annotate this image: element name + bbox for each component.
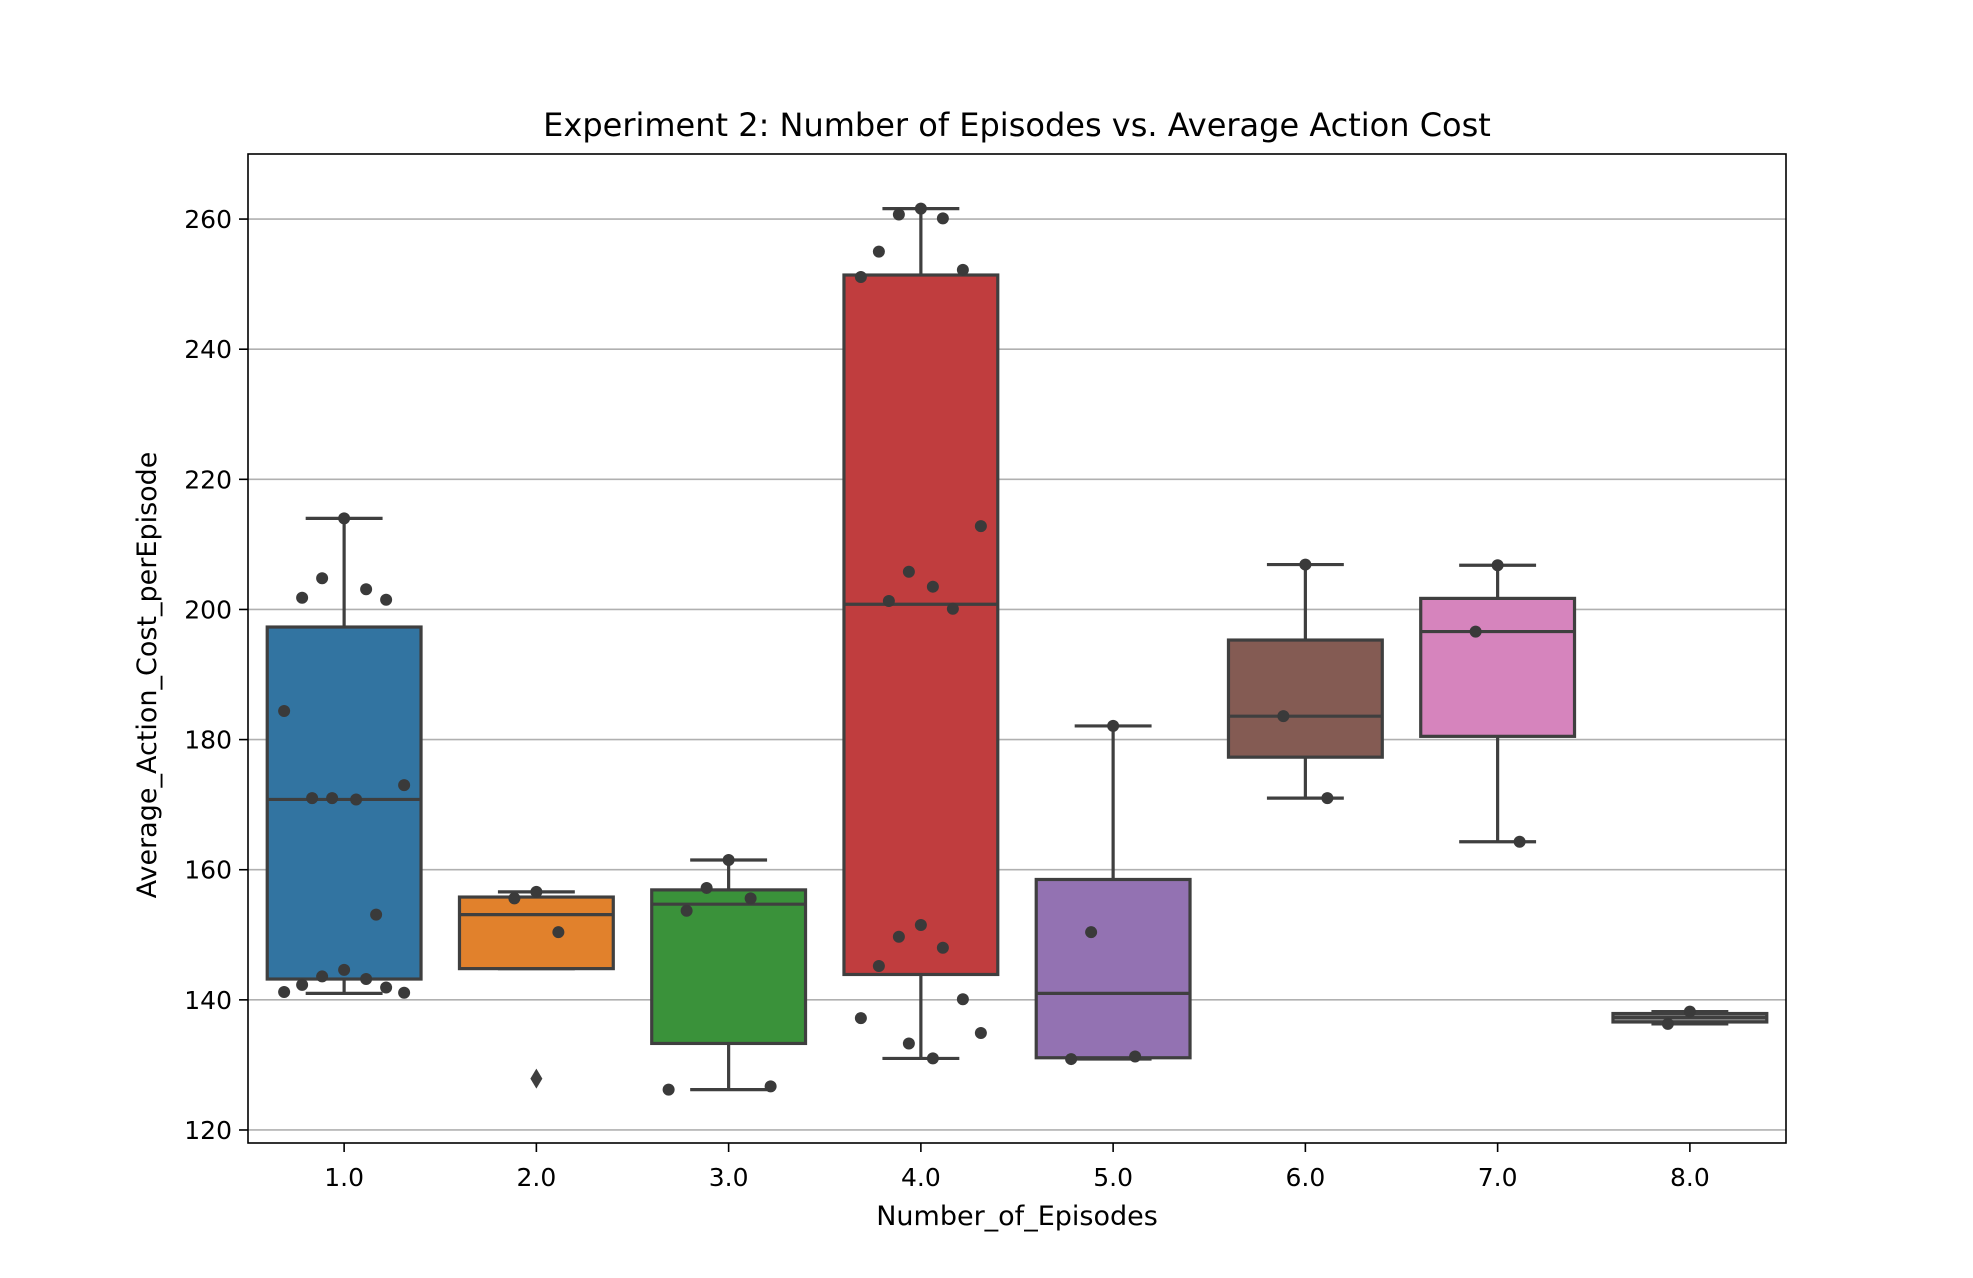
y-tick-label: 180 — [184, 726, 232, 755]
box-body — [457, 895, 615, 971]
data-point — [530, 885, 543, 898]
y-tick-label: 260 — [184, 205, 232, 234]
y-tick-label: 200 — [184, 595, 232, 624]
box-4.0 — [842, 207, 1000, 1061]
data-point — [1661, 1017, 1674, 1030]
data-point — [296, 591, 309, 604]
data-point — [926, 580, 939, 593]
x-tick-label: 8.0 — [1670, 1163, 1710, 1192]
data-point — [892, 930, 905, 943]
data-point — [370, 908, 383, 921]
data-point — [936, 212, 949, 225]
data-point — [722, 853, 735, 866]
data-point — [350, 793, 363, 806]
data-point — [1469, 625, 1482, 638]
data-point — [1085, 926, 1098, 939]
y-tick-label: 140 — [184, 986, 232, 1015]
y-tick-label: 160 — [184, 856, 232, 885]
data-point — [956, 263, 969, 276]
data-point — [316, 970, 329, 983]
data-point — [902, 1037, 915, 1050]
data-point — [1513, 835, 1526, 848]
data-point — [338, 512, 351, 525]
data-point — [956, 993, 969, 1006]
data-point — [872, 245, 885, 258]
chart-title: Experiment 2: Number of Episodes vs. Ave… — [543, 106, 1491, 144]
data-point — [914, 202, 927, 215]
y-tick-label: 120 — [184, 1116, 232, 1145]
data-point — [1321, 792, 1334, 805]
x-tick-label: 2.0 — [516, 1163, 556, 1192]
data-point — [1299, 558, 1312, 571]
data-point — [278, 986, 291, 999]
box-5.0 — [1034, 724, 1192, 1061]
box-1.0 — [265, 516, 423, 995]
data-point — [680, 904, 693, 917]
data-point — [306, 792, 319, 805]
data-point — [278, 704, 291, 717]
data-point — [1683, 1005, 1696, 1018]
box-body — [1419, 596, 1577, 738]
x-axis-label: Number_of_Episodes — [876, 1201, 1158, 1232]
box-body — [650, 888, 808, 1046]
y-tick-label: 240 — [184, 335, 232, 364]
data-point — [854, 1012, 867, 1025]
y-axis-label: Average_Action_Cost_perEpisode — [132, 452, 163, 899]
y-axis-ticks: 120 140 160 180 200 220 240 260 — [184, 205, 248, 1145]
data-point — [1277, 710, 1290, 723]
data-point — [360, 583, 373, 596]
data-point — [872, 960, 885, 973]
outlier-marker — [530, 1068, 543, 1089]
data-point — [380, 981, 393, 994]
box-body — [1034, 877, 1192, 1060]
data-point — [974, 520, 987, 533]
data-point — [1065, 1053, 1078, 1066]
data-point — [380, 593, 393, 606]
data-point — [744, 892, 757, 905]
box-plots — [265, 207, 1769, 1092]
box-body — [842, 273, 1000, 977]
x-axis-ticks: 1.0 2.0 3.0 4.0 5.0 6.0 7.0 8.0 — [324, 1143, 1710, 1192]
data-point — [914, 919, 927, 932]
data-point — [1129, 1050, 1142, 1063]
x-tick-label: 5.0 — [1093, 1163, 1133, 1192]
x-tick-label: 6.0 — [1285, 1163, 1325, 1192]
data-point — [508, 892, 521, 905]
data-point — [974, 1027, 987, 1040]
data-point — [398, 779, 411, 792]
data-point — [1491, 559, 1504, 572]
data-point — [902, 565, 915, 578]
data-point — [360, 973, 373, 986]
box-body — [265, 625, 423, 981]
box-2.0 — [457, 890, 615, 1089]
data-point — [398, 986, 411, 999]
data-point — [338, 963, 351, 976]
data-point — [296, 978, 309, 991]
box-3.0 — [650, 858, 808, 1092]
data-point — [854, 270, 867, 283]
data-point — [326, 792, 339, 805]
x-tick-label: 3.0 — [709, 1163, 749, 1192]
data-point — [552, 926, 565, 939]
box-body — [1226, 638, 1384, 759]
x-tick-label: 1.0 — [324, 1163, 364, 1192]
data-point — [892, 208, 905, 221]
data-point — [764, 1080, 777, 1093]
y-tick-label: 220 — [184, 465, 232, 494]
data-points — [278, 202, 1696, 1096]
data-point — [882, 595, 895, 608]
x-tick-label: 7.0 — [1478, 1163, 1518, 1192]
data-point — [662, 1083, 675, 1096]
data-point — [946, 602, 959, 615]
grid-lines — [248, 218, 1786, 1131]
data-point — [316, 572, 329, 585]
x-tick-label: 4.0 — [901, 1163, 941, 1192]
data-point — [700, 881, 713, 894]
plot-frame — [247, 153, 1787, 1144]
data-point — [926, 1052, 939, 1065]
data-point — [1107, 719, 1120, 732]
data-point — [936, 941, 949, 954]
box-6.0 — [1226, 562, 1384, 800]
